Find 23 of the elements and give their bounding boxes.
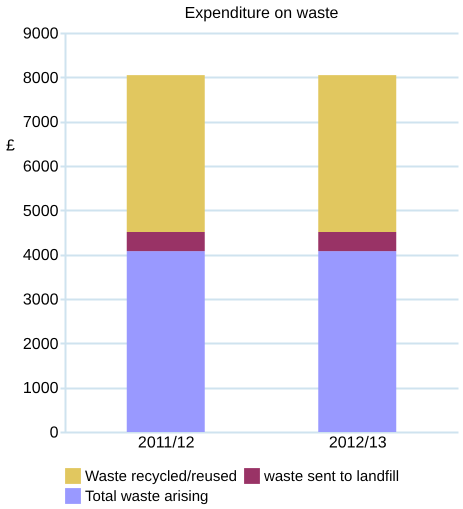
legend-label: waste sent to landfill: [263, 468, 400, 485]
y-tick-label: 2000: [22, 336, 59, 353]
y-tick-label: 5000: [22, 202, 59, 220]
y-tick-label: 6000: [22, 158, 59, 176]
bar: [318, 232, 396, 252]
legend-label: Waste recycled/reused: [85, 468, 238, 485]
y-tick-label: 8000: [22, 70, 59, 87]
bar: [318, 75, 396, 232]
bar: [318, 251, 396, 432]
chart-title: Expenditure on waste: [184, 5, 339, 22]
y-tick-label: 4000: [22, 247, 59, 264]
x-tick-label: 2012/13: [328, 434, 387, 452]
bar: [126, 75, 205, 232]
y-axis-title: £: [6, 138, 16, 154]
y-tick-label: 9000: [22, 26, 59, 42]
y-tick-label: 0: [50, 424, 59, 442]
x-tick-label: 2011/12: [138, 434, 195, 452]
y-tick-label: 3000: [22, 292, 59, 308]
y-tick-label: 1000: [22, 380, 59, 398]
legend-label: Total waste arising: [85, 488, 208, 505]
bar: [126, 251, 205, 432]
y-tick-label: 7000: [22, 114, 59, 132]
bar: [126, 232, 205, 252]
